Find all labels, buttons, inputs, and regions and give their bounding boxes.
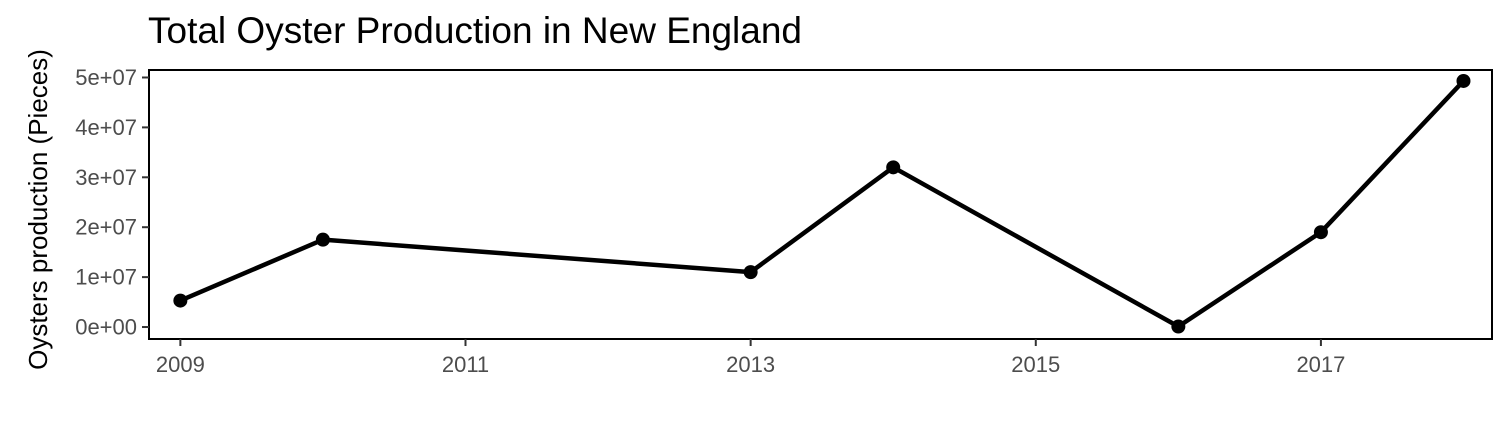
data-point [1171, 319, 1186, 334]
y-tick-label: 3e+07 [75, 165, 137, 190]
data-point [1313, 225, 1328, 240]
data-point [1456, 73, 1471, 88]
y-axis-title: Oysters production (Pieces) [23, 49, 53, 370]
x-tick-label: 2011 [442, 352, 489, 377]
chart-title: Total Oyster Production in New England [148, 10, 803, 51]
y-tick-label: 5e+07 [75, 65, 137, 90]
panel-border [148, 69, 1493, 340]
x-tick-label: 2015 [1011, 352, 1060, 377]
series-line [178, 78, 1466, 329]
y-tick-label: 0e+00 [75, 315, 137, 340]
x-tick-label: 2017 [1296, 352, 1345, 377]
y-tick-label: 4e+07 [75, 115, 137, 140]
data-point [743, 265, 758, 280]
x-tick-label: 2013 [726, 352, 775, 377]
y-tick-label: 1e+07 [75, 265, 137, 290]
data-point [886, 160, 901, 175]
x-tick-label: 2009 [156, 352, 205, 377]
data-point [315, 232, 330, 247]
data-point [173, 293, 188, 308]
y-tick-label: 2e+07 [75, 215, 137, 240]
